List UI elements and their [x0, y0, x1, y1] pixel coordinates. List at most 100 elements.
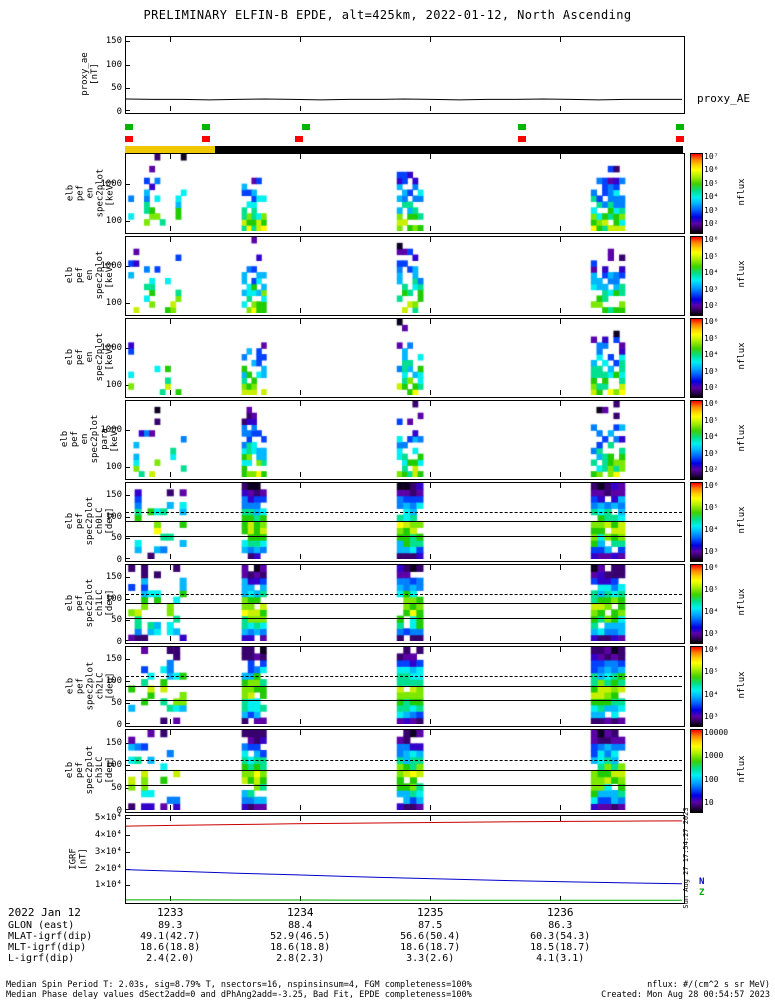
ytick-label-spec2plot-ch2LC: 50	[111, 698, 122, 709]
xtick-mark	[560, 816, 562, 821]
colorbar-tick-label: 10⁵	[704, 251, 719, 261]
colorbar-tick-label: 10⁶	[704, 399, 719, 408]
pitch-angle-line-solid	[126, 685, 682, 687]
ylabel-igrf: IGRF [nT]	[68, 847, 88, 870]
colorbar-axis-label: nflux	[737, 755, 747, 783]
colorbar-tick-label: 10⁴	[704, 350, 719, 359]
footer-row-1: Median Spin Period T: 2.03s, sig=8.79% T…	[6, 980, 770, 990]
colorbar-axis-label: nflux	[737, 424, 747, 452]
time-tick-label: 1236	[546, 906, 574, 919]
pitch-angle-line-solid	[126, 785, 682, 787]
ytick-label-proxy_ae: 0	[116, 107, 122, 117]
axis-row-value: 56.6(50.4)	[400, 931, 461, 942]
ytick-mark	[126, 88, 130, 90]
xtick-mark	[560, 106, 562, 111]
axis-row-value: 49.1(42.7)	[140, 931, 201, 942]
pitch-angle-line-solid	[126, 521, 682, 522]
xtick-mark	[300, 106, 302, 111]
ytick-label-en-spec2plot-2: 100	[105, 298, 122, 309]
colorbar-tick-label: 10³	[704, 284, 719, 294]
ytick-mark	[126, 40, 130, 42]
colorbar-tick-label: 10⁵	[704, 503, 719, 512]
ytick-mark	[126, 851, 130, 853]
axis-row-value: 4.1(3.1)	[536, 953, 585, 964]
xtick-mark	[300, 896, 302, 901]
colorbar-tick-label: 10⁵	[704, 333, 719, 343]
colorbar-tick-label: 10³	[704, 205, 719, 215]
axis-row-value: 18.6(18.7)	[400, 942, 461, 953]
colorbar-en-spec2plot-3	[690, 318, 703, 398]
science-zone-marker-green	[124, 124, 133, 130]
axis-row-value: 3.3(2.6)	[406, 953, 455, 964]
ytick-mark	[126, 885, 130, 887]
axis-row-value: 18.6(18.8)	[140, 942, 201, 953]
colorbar-tick-label: 10⁶	[704, 481, 719, 490]
colorbar-en-spec2plot-1	[690, 153, 703, 234]
ytick-label-igrf: 4×10⁴	[94, 830, 122, 841]
plot-generation-timestamp-vertical: Sun Aug 27 17:54:27 2023	[682, 807, 690, 909]
colorbar-tick-label: 10⁴	[704, 607, 719, 616]
footer-phase-delay: Median Phase delay values dSect2add=0 an…	[6, 990, 472, 1000]
science-zone-marker-red	[676, 136, 685, 142]
ytick-label-spec2plot-ch1LC: 150	[105, 572, 122, 582]
axis-row-value: 2.8(2.3)	[276, 953, 325, 964]
ytick-label-spec2plot-ch3LC: 100	[105, 760, 122, 771]
colorbar-tick-label: 10⁴	[704, 268, 719, 277]
axis-row-label: MLAT-igrf(dip)	[8, 931, 93, 942]
panel-igrf	[125, 815, 685, 904]
ytick-label-spec2plot-ch1LC: 100	[105, 593, 122, 604]
science-zone-marker-red	[517, 136, 526, 142]
footer-median-spin-period: Median Spin Period T: 2.03s, sig=8.79% T…	[6, 980, 472, 990]
pitch-angle-line-dashed	[126, 676, 682, 678]
ytick-mark	[126, 835, 130, 837]
colorbar-tick-label: 10²	[704, 465, 719, 474]
xtick-mark	[560, 37, 562, 42]
collection-bar-segment-0	[125, 146, 215, 153]
colorbar-tick-label: 10⁶	[704, 165, 719, 175]
ytick-label-igrf: 1×10⁴	[94, 880, 122, 891]
colorbar-tick-label: 10³	[704, 448, 719, 458]
page-title: PRELIMINARY ELFIN-B EPDE, alt=425km, 202…	[143, 8, 632, 22]
ytick-label-en-spec2plot-1: 1000	[100, 178, 122, 189]
ytick-label-en-spec2plot-para: 1000	[100, 425, 122, 436]
panel-proxy_ae	[125, 36, 685, 114]
line-plot-proxy_ae	[126, 98, 682, 101]
colorbar-tick-label: 10⁶	[704, 317, 719, 326]
ytick-label-spec2plot-ch0LC: 50	[111, 533, 122, 544]
colorbar-axis-label: nflux	[737, 260, 747, 288]
colorbar-axis-label: nflux	[737, 506, 747, 534]
line-plot-igrf	[126, 820, 682, 901]
axis-row-value: 18.6(18.8)	[270, 942, 331, 953]
ytick-label-proxy_ae: 100	[105, 59, 122, 70]
ytick-label-en-spec2plot-3: 100	[105, 380, 122, 391]
colorbar-axis-label: nflux	[737, 342, 747, 370]
science-zone-marker-red	[295, 136, 304, 142]
colorbar-tick-label: 10⁴	[704, 432, 719, 441]
colorbar-spec2plot-ch1LC	[690, 564, 703, 644]
colorbar-axis-label: nflux	[737, 670, 747, 699]
colorbar-tick-label: 1000	[704, 751, 724, 761]
ytick-label-spec2plot-ch0LC: 100	[105, 511, 122, 522]
spectrogram-en-spec2plot-1	[126, 154, 682, 231]
date-label: 2022 Jan 12	[8, 906, 81, 919]
xtick-mark	[430, 37, 432, 42]
ytick-label-spec2plot-ch1LC: 50	[111, 615, 122, 626]
xtick-mark	[170, 106, 172, 111]
ytick-label-spec2plot-ch3LC: 0	[116, 806, 122, 816]
xtick-mark	[300, 816, 302, 821]
ytick-label-spec2plot-ch0LC: 150	[105, 490, 122, 500]
pitch-angle-line-dashed	[126, 511, 682, 513]
ytick-label-spec2plot-ch3LC: 150	[105, 737, 122, 748]
xtick-mark	[170, 37, 172, 42]
ytick-label-proxy_ae: 50	[111, 83, 122, 94]
xtick-mark	[560, 896, 562, 901]
colorbar-axis-label: nflux	[737, 588, 747, 616]
ytick-mark	[126, 64, 130, 66]
xtick-mark	[430, 896, 432, 901]
spectrogram-en-spec2plot-para	[126, 401, 682, 477]
colorbar-spec2plot-ch2LC	[690, 646, 703, 727]
igrf-component-label: N	[699, 877, 705, 887]
science-zone-marker-red	[201, 136, 210, 142]
ylabel-proxy_ae: proxy_ae [nT]	[80, 52, 100, 96]
colorbar-tick-label: 10⁴	[704, 192, 719, 202]
